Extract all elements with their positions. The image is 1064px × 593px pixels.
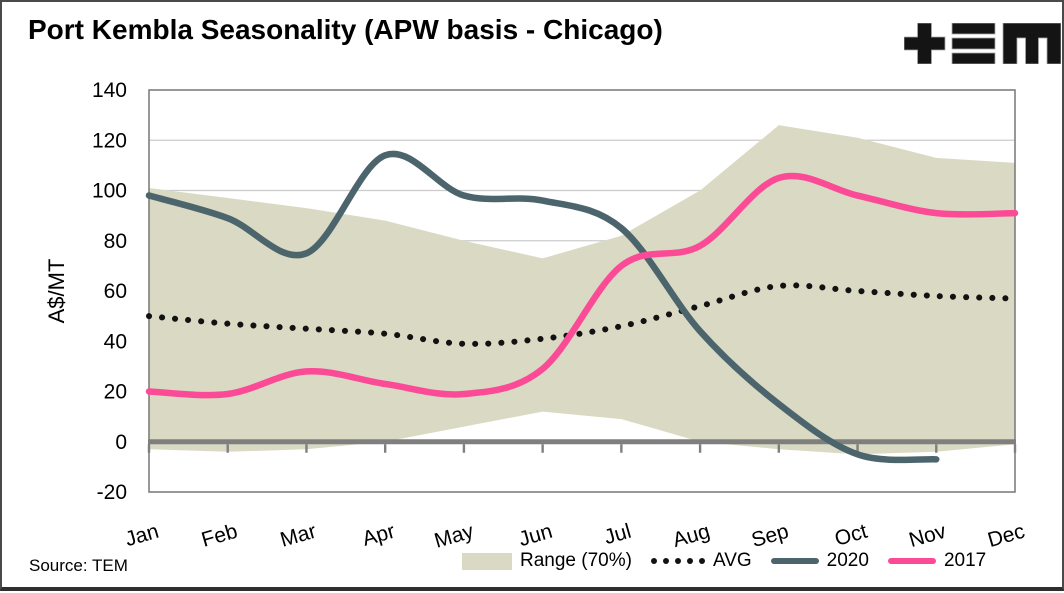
series-2020-line bbox=[145, 150, 940, 464]
x-tick-label-nov: Nov bbox=[906, 520, 949, 553]
y-tick-label-20: 20 bbox=[104, 381, 127, 404]
x-tick-label-feb: Feb bbox=[199, 520, 240, 552]
source-note: Source: TEM bbox=[29, 556, 128, 575]
legend-label: 2017 bbox=[943, 550, 987, 571]
x-tick-label-jan: Jan bbox=[122, 520, 161, 551]
chart-title: Port Kembla Seasonality (APW basis - Chi… bbox=[28, 14, 663, 45]
y-tick-label--20: -20 bbox=[97, 481, 127, 504]
legend-swatch-line bbox=[887, 558, 936, 564]
legend-item-avg: AVG bbox=[650, 550, 752, 572]
y-tick-label-80: 80 bbox=[104, 230, 127, 253]
x-tick-label-may: May bbox=[432, 520, 477, 553]
plot-border bbox=[148, 89, 1016, 493]
x-tick-label-apr: Apr bbox=[360, 520, 398, 551]
legend-label: 2020 bbox=[826, 550, 869, 571]
x-tick-label-aug: Aug bbox=[670, 520, 712, 552]
legend-swatch-dots bbox=[650, 558, 705, 564]
logo-bars-glyph bbox=[951, 23, 996, 64]
range-band-area bbox=[149, 125, 1015, 455]
y-tick-label-40: 40 bbox=[104, 330, 127, 353]
legend-item-2017: 2017 bbox=[887, 550, 987, 572]
legend-swatch-line bbox=[770, 558, 819, 564]
x-tick-label-mar: Mar bbox=[278, 520, 319, 552]
legend-label: Range (70%) bbox=[520, 550, 632, 571]
logo-plus-glyph bbox=[904, 23, 946, 64]
legend-swatch-area bbox=[462, 552, 512, 570]
series-2017-line bbox=[145, 172, 1019, 399]
y-axis-title: A$/MT bbox=[44, 259, 69, 324]
y-tick-label-60: 60 bbox=[104, 280, 127, 303]
y-tick-label-140: 140 bbox=[92, 79, 127, 102]
x-tick-label-dec: Dec bbox=[985, 520, 1027, 552]
x-tick-label-jun: Jun bbox=[516, 520, 555, 551]
legend-item-range-70: Range (70%) bbox=[462, 550, 632, 572]
avg-dotted-line bbox=[146, 282, 1018, 347]
legend-item-2020: 2020 bbox=[770, 550, 869, 572]
logo-m-glyph bbox=[1002, 23, 1061, 64]
tem-logo-icon bbox=[904, 23, 1061, 64]
y-tick-label-100: 100 bbox=[92, 180, 127, 203]
x-tick-label-sep: Sep bbox=[749, 520, 791, 552]
legend-label: AVG bbox=[712, 550, 752, 571]
x-tick-label-oct: Oct bbox=[832, 520, 870, 551]
x-tick-label-jul: Jul bbox=[602, 520, 634, 550]
chart-legend: Range (70%) AVG 2020 2017 bbox=[462, 550, 986, 572]
y-tick-label-120: 120 bbox=[92, 129, 127, 152]
y-tick-label-0: 0 bbox=[115, 431, 127, 454]
